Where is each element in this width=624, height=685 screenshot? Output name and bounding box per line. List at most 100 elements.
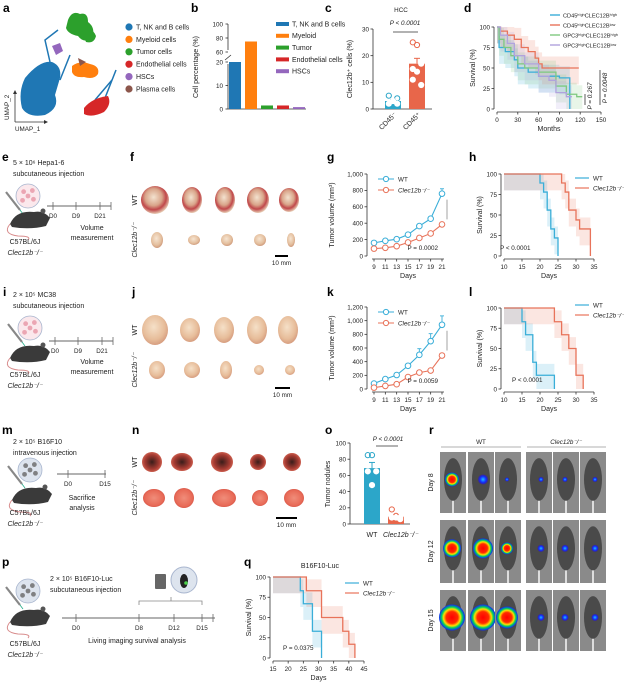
confidence-band: [497, 27, 579, 85]
luminescence-signal: [538, 476, 544, 482]
mouse-strain: C57BL/6J: [10, 510, 41, 517]
bar: [293, 107, 305, 109]
data-point: [404, 231, 412, 238]
data-point: [394, 100, 401, 107]
injection-dose: 2 × 10⁵ B16F10-Luc: [50, 576, 113, 583]
y-tick-label: 400: [352, 221, 363, 228]
cell-icon: [31, 320, 37, 325]
injection-dose: 5 × 10⁶ Hepa1-6: [13, 160, 64, 167]
data-point: [364, 452, 371, 459]
x-tick-label: 30: [572, 397, 580, 404]
scale-bar-label: 10 mm: [273, 392, 292, 399]
y-tick-label: 10: [216, 83, 224, 90]
panel-letter-k: k: [327, 285, 334, 299]
legend-label: Clec12b⁻/⁻: [398, 320, 430, 327]
mouse-tail: [6, 621, 30, 639]
lung-knockout: [284, 489, 304, 507]
umap-cluster-t-nk-b: [20, 61, 61, 116]
data-point: [418, 81, 425, 89]
x-tick-label: 19: [427, 264, 435, 271]
legend-label: Tumor: [292, 45, 313, 52]
x-tick-label: 30: [572, 264, 580, 271]
mouse-icon: [12, 487, 52, 505]
y-tick-label: 50: [483, 65, 491, 72]
lung-wt: [250, 454, 266, 470]
legend-label: Clec12b⁻/⁻: [398, 187, 430, 194]
cell-icon: [25, 588, 31, 594]
x-tick-label: 0: [495, 117, 499, 124]
legend-label: GPC3ʰⁱᵍʰCLEC12Bˡᵒʷ: [563, 41, 616, 49]
x-tick-label: 25: [554, 397, 562, 404]
umap-arrowheads: [13, 90, 48, 124]
y-tick-label: 100: [335, 440, 346, 447]
tumor-signal-icon: [184, 581, 188, 585]
tumor-wt: [247, 187, 269, 213]
mouse-icon: [10, 211, 50, 229]
readout-label: Sacrifice: [69, 495, 96, 502]
legend-marker: [382, 319, 390, 327]
tumor-knockout: [184, 362, 200, 378]
legend-label: WT: [398, 309, 408, 316]
data-point: [427, 367, 434, 374]
luminescence-signal: [443, 539, 461, 558]
confidence-band: [504, 308, 555, 389]
scale-bar-label: 10 mm: [272, 260, 291, 267]
y-tick-label: 80: [216, 35, 224, 42]
cell-icon: [21, 584, 27, 590]
y-axis-label: Tumor nodules: [325, 460, 332, 507]
data-point: [393, 371, 400, 379]
umap-x-label: UMAP_1: [15, 126, 41, 133]
chart-l: 0 25 50 75 100 10 15 20 25 30 35 Survival (%) Days WT…: [477, 302, 624, 413]
survival-curve: [504, 307, 556, 389]
cell-icon: [27, 325, 33, 331]
tumor-knockout: [149, 361, 165, 379]
cell-icon: [20, 592, 25, 598]
timeline-label: D21: [94, 213, 106, 220]
tumor-knockout: [151, 232, 163, 248]
y-tick-label: 100: [255, 574, 266, 581]
x-tick-label: WT: [367, 532, 379, 539]
umap-y-label: UMAP_2: [4, 94, 11, 120]
y-tick-label: 25: [259, 635, 267, 642]
data-point: [404, 362, 412, 370]
cell-icon: [25, 193, 31, 199]
bar: [409, 63, 425, 109]
y-tick-label: 800: [352, 188, 363, 195]
x-tick-label: 13: [393, 397, 401, 404]
cell-icon: [31, 462, 37, 467]
data-point: [382, 375, 389, 383]
umap-plot: UMAP_2 UMAP_1: [4, 12, 117, 133]
x-tick-label: 45: [360, 666, 368, 673]
legend-label: Clec12b⁻/⁻: [363, 590, 395, 597]
legend-label: Tumor cells: [136, 49, 172, 56]
readout-label: Living imaging survival analysis: [88, 638, 186, 645]
timeline-label: D0: [72, 625, 81, 632]
cell-icon: [27, 467, 33, 473]
legend-swatch: [276, 33, 289, 38]
panel-letter-r: r: [429, 423, 434, 437]
legend-label: T, NK and B cells: [292, 21, 346, 28]
y-tick-label: 100: [479, 24, 490, 31]
legend-swatch: [276, 57, 289, 62]
data-point: [404, 239, 412, 246]
x-axis-label: Days: [400, 273, 416, 280]
umap-cluster-endothelial: [84, 96, 110, 116]
p-value: P = 0.0375: [283, 645, 314, 652]
umap-cluster-t-nk-b-streak: [44, 29, 117, 101]
x-tick-label: 60: [535, 117, 543, 124]
data-point: [418, 60, 425, 67]
data-point: [416, 222, 423, 230]
data-point: [364, 468, 371, 475]
legend-marker: [382, 308, 390, 316]
row-label-knockout: Clec12b⁻/⁻: [132, 479, 139, 515]
x-tick-label: 17: [416, 397, 424, 404]
data-point: [382, 244, 389, 252]
x-tick-label: 20: [536, 264, 544, 271]
cell-icon: [29, 188, 35, 193]
x-tick-label: 35: [330, 666, 338, 673]
y-tick-label: 0: [493, 253, 497, 260]
panel-letter-a: a: [3, 1, 10, 15]
legend-dot: [125, 48, 133, 56]
row-label-day: Day 15: [428, 609, 435, 631]
